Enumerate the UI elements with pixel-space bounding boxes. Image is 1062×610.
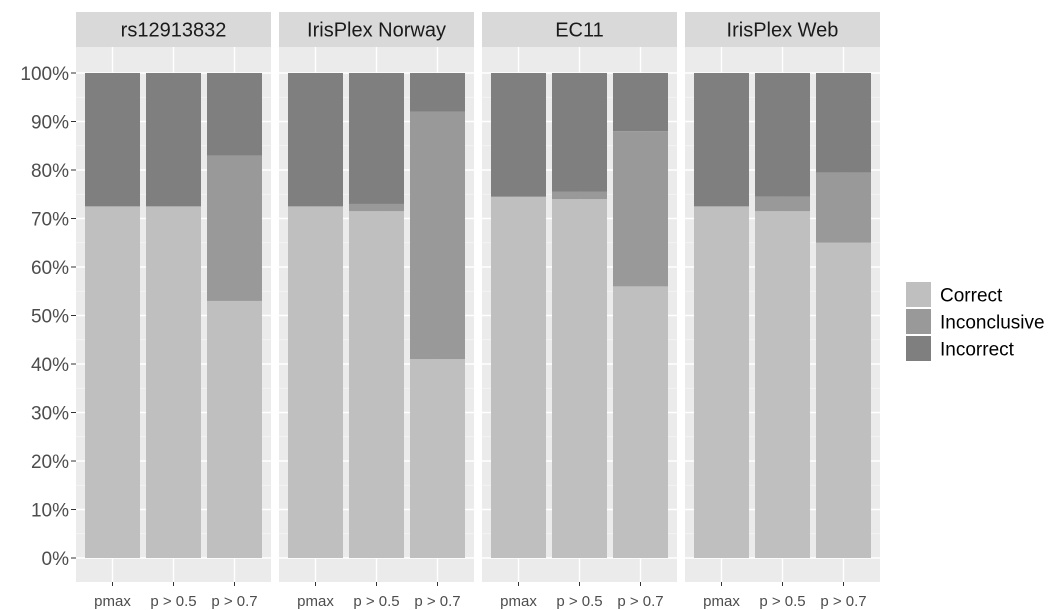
bar-segment-incorrect	[349, 73, 404, 204]
x-tick-label: p > 0.5	[353, 593, 399, 610]
legend-item: Correct	[906, 282, 1003, 307]
facet-strip	[685, 12, 880, 47]
bar-segment-inconclusive	[410, 111, 465, 360]
x-tick-label: pmax	[500, 593, 537, 610]
bar-segment-incorrect	[491, 73, 546, 197]
y-tick-label: 90%	[31, 113, 69, 134]
x-tick-label: p > 0.5	[759, 593, 805, 610]
bar-segment-incorrect	[613, 73, 668, 132]
x-tick-label: p > 0.7	[414, 593, 460, 610]
legend-label: Inconclusive	[940, 313, 1045, 334]
bar-segment-incorrect	[146, 73, 201, 207]
bar-segment-correct	[694, 206, 749, 558]
facet-panel: rs12913832 pmax p > 0.5 p > 0.7	[76, 12, 271, 610]
bar-segment-inconclusive	[552, 191, 607, 200]
bar-segment-incorrect	[755, 73, 810, 197]
bar-segment-correct	[85, 206, 140, 558]
facet-panel: IrisPlex Web pmax p > 0.5 p > 0.7	[685, 12, 880, 610]
bar-segment-correct	[288, 206, 343, 558]
bar-segment-correct	[613, 286, 668, 558]
x-tick-label: pmax	[703, 593, 740, 610]
y-tick-label: 30%	[31, 404, 69, 425]
legend-item: Incorrect	[906, 336, 1015, 361]
bar-segment-correct	[755, 211, 810, 558]
bar-segment-inconclusive	[816, 172, 871, 243]
facet-panel: IrisPlex Norway pmax p > 0.5 p > 0.7	[279, 12, 474, 610]
bar-segment-incorrect	[552, 73, 607, 192]
bar-segment-incorrect	[207, 73, 262, 156]
y-tick-label: 20%	[31, 452, 69, 473]
facet-strip-label: IrisPlex Web	[727, 20, 839, 42]
legend-label: Incorrect	[940, 340, 1015, 361]
facet-panel: EC11 pmax p > 0.5 p > 0.7	[482, 12, 677, 610]
y-tick-label: 80%	[31, 161, 69, 182]
y-tick-label: 10%	[31, 501, 69, 522]
x-tick-label: pmax	[297, 593, 334, 610]
bar-segment-incorrect	[410, 73, 465, 112]
bar-segment-inconclusive	[207, 155, 262, 301]
facet-strip-label: EC11	[555, 20, 604, 42]
x-tick-label: p > 0.5	[150, 593, 196, 610]
bar-segment-correct	[349, 211, 404, 558]
y-tick-label: 0%	[42, 549, 70, 570]
y-tick-label: 100%	[20, 64, 69, 85]
bar-segment-correct	[207, 300, 262, 558]
y-tick-label: 50%	[31, 307, 69, 328]
y-tick-label: 40%	[31, 355, 69, 376]
y-tick-label: 60%	[31, 258, 69, 279]
facet-strip	[76, 12, 271, 47]
legend-key-inconclusive	[906, 309, 931, 334]
bar-segment-incorrect	[288, 73, 343, 207]
legend-key-incorrect	[906, 336, 931, 361]
facet-strip-label: IrisPlex Norway	[307, 20, 446, 42]
y-tick-label: 70%	[31, 210, 69, 231]
bar-segment-inconclusive	[613, 131, 668, 287]
x-tick-label: p > 0.7	[211, 593, 257, 610]
legend-label: Correct	[940, 286, 1003, 307]
x-tick-label: pmax	[94, 593, 131, 610]
bar-segment-correct	[146, 206, 201, 558]
facet-strip	[482, 12, 677, 47]
legend-item: Inconclusive	[906, 309, 1045, 334]
x-tick-label: p > 0.5	[556, 593, 602, 610]
x-tick-label: p > 0.7	[617, 593, 663, 610]
bar-segment-correct	[552, 199, 607, 558]
bar-segment-correct	[491, 196, 546, 559]
facet-strip-label: rs12913832	[121, 20, 227, 42]
bar-segment-inconclusive	[755, 196, 810, 212]
x-tick-label: p > 0.7	[820, 593, 866, 610]
bar-segment-inconclusive	[349, 203, 404, 212]
bar-segment-incorrect	[694, 73, 749, 207]
facet-strip	[279, 12, 474, 47]
bar-segment-incorrect	[85, 73, 140, 207]
bar-segment-correct	[816, 242, 871, 558]
legend-key-correct	[906, 282, 931, 307]
bar-segment-correct	[410, 359, 465, 558]
bar-segment-incorrect	[816, 73, 871, 173]
